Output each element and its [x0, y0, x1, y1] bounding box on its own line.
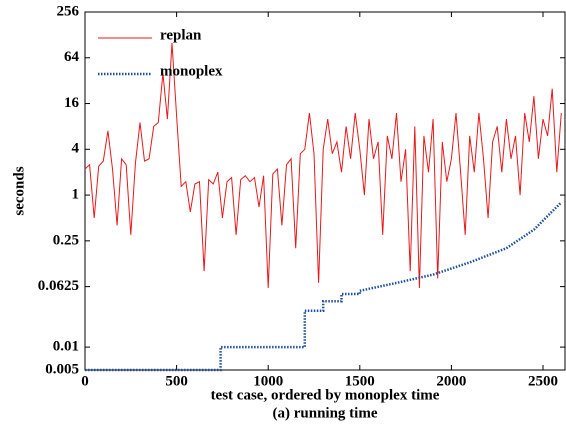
x-axis-label: test case, ordered by monoplex time: [211, 387, 440, 403]
y-axis-label: seconds: [11, 166, 27, 215]
y-tick-label: 0.005: [45, 361, 79, 377]
series-line: [85, 201, 563, 372]
caption: (a) running time: [273, 405, 378, 421]
y-tick-label: 256: [57, 3, 80, 19]
plot-frame: [84, 11, 566, 371]
series-line: [84, 42, 562, 289]
y-tick-label: 0.25: [53, 232, 79, 248]
y-tick-label: 64: [64, 49, 80, 65]
x-tick-label: 1500: [345, 373, 375, 389]
x-tick-label: 1000: [253, 373, 283, 389]
x-tick-label: 2500: [528, 373, 558, 389]
y-tick-label: 4: [72, 141, 80, 157]
x-tick-label: 2000: [436, 373, 466, 389]
y-tick-label: 0.01: [53, 339, 79, 355]
y-tick-label: 16: [64, 95, 80, 111]
x-tick-label: 0: [81, 373, 89, 389]
y-tick-label: 0.0625: [38, 278, 79, 294]
legend-label: monoplex: [160, 63, 223, 79]
y-tick-label: 1: [72, 187, 80, 203]
x-tick-label: 500: [165, 373, 188, 389]
legend-label: replan: [160, 27, 202, 43]
